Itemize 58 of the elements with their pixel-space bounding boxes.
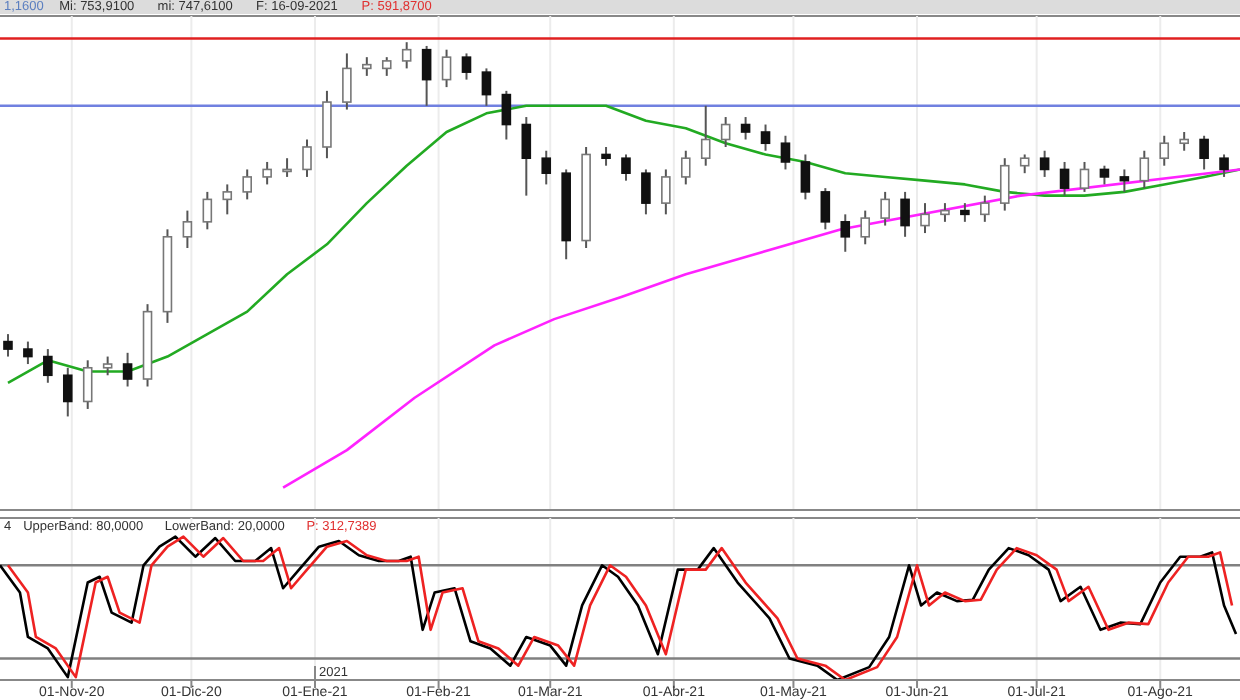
candlestick xyxy=(641,168,651,216)
candlestick xyxy=(182,209,193,250)
candlestick xyxy=(282,157,292,178)
candlestick xyxy=(122,351,133,388)
candlestick xyxy=(621,153,631,182)
candlestick xyxy=(900,190,910,238)
candlestick xyxy=(800,153,811,201)
candlestick xyxy=(1159,134,1170,167)
candlestick xyxy=(1019,153,1030,175)
candlestick xyxy=(242,168,252,201)
candlestick xyxy=(960,202,970,223)
candlestick xyxy=(1079,160,1090,193)
candlestick xyxy=(661,168,671,216)
candlestick xyxy=(102,355,113,377)
candlestick xyxy=(381,56,392,77)
candlestick xyxy=(1039,149,1050,178)
candlestick xyxy=(322,89,332,160)
candlestick xyxy=(780,134,791,171)
candlestick xyxy=(481,67,492,107)
candlestick xyxy=(840,213,851,253)
candlestick xyxy=(342,52,352,111)
candlestick xyxy=(43,348,53,384)
candlestick xyxy=(1059,160,1070,197)
candlestick xyxy=(262,160,272,186)
candlestick xyxy=(1139,149,1150,190)
candlestick xyxy=(720,116,731,148)
candlestick xyxy=(401,41,412,70)
candlestick xyxy=(222,183,233,216)
candlestick xyxy=(23,340,33,366)
candlestick xyxy=(860,209,871,246)
candlestick xyxy=(1099,164,1110,186)
candlestick xyxy=(302,138,312,178)
candlestick xyxy=(980,194,990,223)
candlestick xyxy=(740,116,751,141)
candlestick xyxy=(700,104,711,167)
candlestick xyxy=(421,44,432,107)
candlestick xyxy=(501,89,512,141)
candlestick xyxy=(62,366,73,418)
candlestick xyxy=(202,190,213,231)
candlestick xyxy=(3,333,13,358)
candlestick xyxy=(1119,168,1130,193)
candlestick xyxy=(1219,153,1229,178)
candlestick xyxy=(441,48,452,89)
candlestick xyxy=(601,145,611,167)
candlestick xyxy=(760,123,771,152)
candlestick xyxy=(82,359,93,410)
candlestick xyxy=(880,190,890,227)
candlestick xyxy=(362,56,372,77)
candlestick xyxy=(920,202,930,235)
candlestick xyxy=(999,157,1010,212)
candlestick xyxy=(541,149,552,186)
candlestick xyxy=(461,52,472,81)
candlestick xyxy=(521,116,532,197)
candlestick xyxy=(1199,134,1209,171)
candlestick xyxy=(680,149,691,186)
candlestick xyxy=(820,187,831,231)
candlestick xyxy=(1179,131,1189,152)
candlestick xyxy=(940,202,950,223)
